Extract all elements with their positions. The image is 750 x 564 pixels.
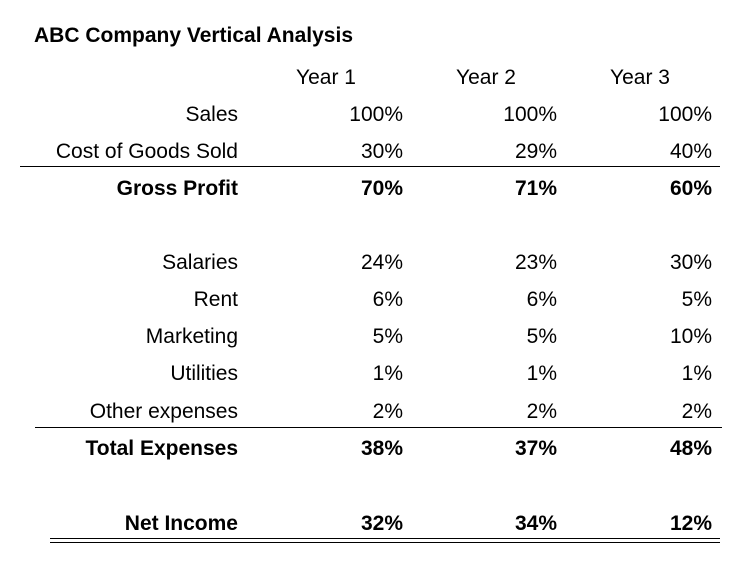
column-header: Year 1 bbox=[296, 66, 356, 89]
cell-value: 30% bbox=[360, 140, 403, 163]
table-row: Total Expenses 38% 37% 48% bbox=[0, 431, 750, 468]
row-label: Rent bbox=[193, 288, 238, 311]
cell-value: 1% bbox=[681, 362, 712, 385]
cell-value: 32% bbox=[360, 512, 403, 535]
table-row: Net Income 32% 34% 12% bbox=[0, 506, 750, 543]
subtotal-divider bbox=[20, 166, 720, 167]
table-title: ABC Company Vertical Analysis bbox=[34, 24, 353, 47]
row-label: Other expenses bbox=[89, 400, 238, 423]
double-underline-bottom bbox=[50, 542, 720, 543]
cell-value: 10% bbox=[669, 325, 712, 348]
table-row: Utilities 1% 1% 1% bbox=[0, 356, 750, 393]
cell-value: 24% bbox=[360, 251, 403, 274]
subtotal-divider bbox=[35, 427, 722, 428]
table-row: Rent 6% 6% 5% bbox=[0, 282, 750, 319]
cell-value: 2% bbox=[681, 400, 712, 423]
cell-value: 6% bbox=[372, 288, 403, 311]
cell-value: 2% bbox=[526, 400, 557, 423]
cell-value: 1% bbox=[372, 362, 403, 385]
row-label: Utilities bbox=[170, 362, 238, 385]
row-label: Cost of Goods Sold bbox=[55, 140, 238, 163]
cell-value: 1% bbox=[526, 362, 557, 385]
cell-value: 30% bbox=[669, 251, 712, 274]
cell-value: 48% bbox=[669, 437, 712, 460]
table-row: Sales 100% 100% 100% bbox=[0, 97, 750, 134]
cell-value: 100% bbox=[349, 103, 403, 126]
table-row: Salaries 24% 23% 30% bbox=[0, 245, 750, 282]
cell-value: 34% bbox=[514, 512, 557, 535]
cell-value: 100% bbox=[503, 103, 557, 126]
row-label: Marketing bbox=[145, 325, 238, 348]
cell-value: 29% bbox=[514, 140, 557, 163]
row-label: Total Expenses bbox=[85, 437, 239, 460]
row-label: Gross Profit bbox=[116, 177, 238, 200]
cell-value: 100% bbox=[658, 103, 712, 126]
cell-value: 23% bbox=[514, 251, 557, 274]
double-underline-top bbox=[50, 538, 720, 539]
cell-value: 37% bbox=[514, 437, 557, 460]
cell-value: 6% bbox=[526, 288, 557, 311]
table-row: Other expenses 2% 2% 2% bbox=[0, 394, 750, 431]
column-header: Year 2 bbox=[456, 66, 516, 89]
cell-value: 70% bbox=[360, 177, 403, 200]
row-label: Salaries bbox=[162, 251, 238, 274]
table-row: Marketing 5% 5% 10% bbox=[0, 319, 750, 356]
row-label: Net Income bbox=[124, 512, 238, 535]
row-label: Sales bbox=[185, 103, 238, 126]
cell-value: 60% bbox=[669, 177, 712, 200]
cell-value: 38% bbox=[360, 437, 403, 460]
cell-value: 12% bbox=[669, 512, 712, 535]
table-row: Cost of Goods Sold 30% 29% 40% bbox=[0, 134, 750, 171]
column-header: Year 3 bbox=[610, 66, 670, 89]
cell-value: 5% bbox=[681, 288, 712, 311]
cell-value: 2% bbox=[372, 400, 403, 423]
cell-value: 5% bbox=[372, 325, 403, 348]
table-row: Gross Profit 70% 71% 60% bbox=[0, 171, 750, 208]
cell-value: 71% bbox=[514, 177, 557, 200]
cell-value: 40% bbox=[669, 140, 712, 163]
cell-value: 5% bbox=[526, 325, 557, 348]
header-row: Year 1 Year 2 Year 3 bbox=[0, 60, 750, 97]
